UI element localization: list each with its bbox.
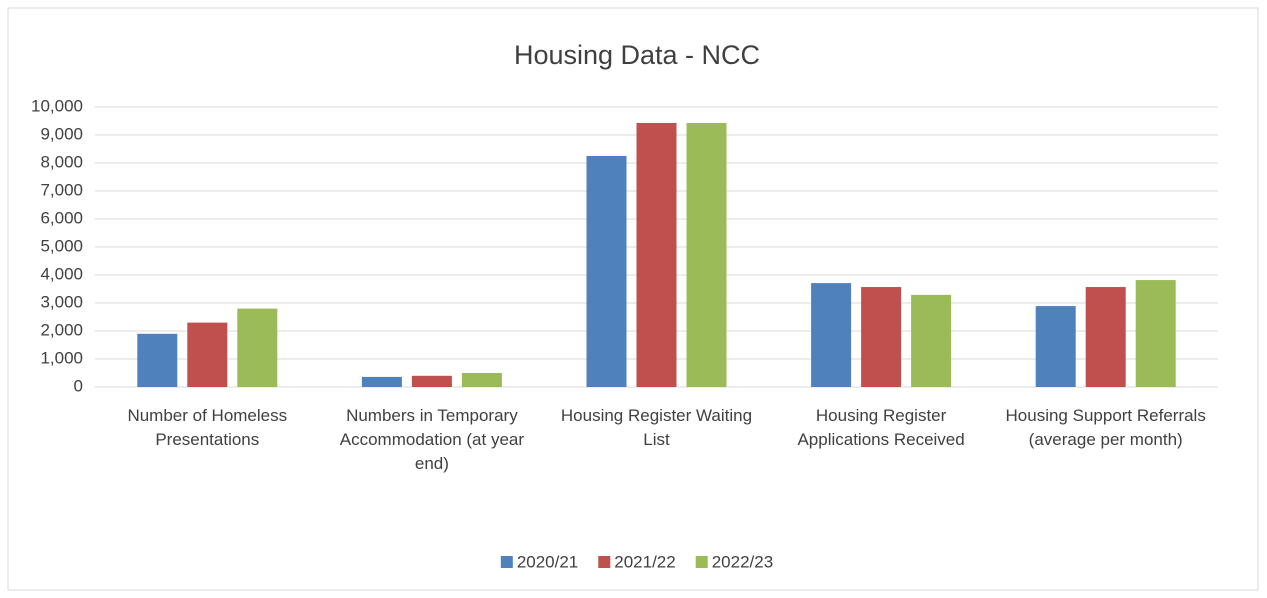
y-tick-label: 1,000 xyxy=(40,348,83,367)
chart-border xyxy=(7,7,1259,591)
bar xyxy=(686,122,727,388)
x-tick-label: Housing Register Applications Received xyxy=(797,406,965,449)
bar xyxy=(361,376,402,387)
bar xyxy=(636,122,677,388)
chart-title: Housing Data - NCC xyxy=(514,40,760,70)
y-tick-label: 3,000 xyxy=(40,292,83,311)
bar xyxy=(911,294,952,387)
y-tick-label: 9,000 xyxy=(40,124,83,143)
y-tick-label: 2,000 xyxy=(40,320,83,339)
legend-swatch xyxy=(500,556,513,568)
x-tick-label: Number of Homeless Presentations xyxy=(127,406,288,449)
x-tick-label: Housing Register Waiting List xyxy=(560,406,753,449)
legend-swatch xyxy=(695,556,708,568)
x-tick-label: Housing Support Referrals (average per m… xyxy=(1005,406,1206,449)
y-tick-label: 10,000 xyxy=(31,96,83,115)
y-tick-label: 7,000 xyxy=(40,180,83,199)
bar xyxy=(461,373,502,387)
bar xyxy=(137,333,178,387)
y-tick-label: 0 xyxy=(74,376,83,395)
y-tick-label: 5,000 xyxy=(40,236,83,255)
y-tick-label: 6,000 xyxy=(40,208,83,227)
legend-label: 2022/23 xyxy=(712,552,773,571)
bar xyxy=(1085,287,1126,387)
bar xyxy=(1135,280,1176,387)
y-tick-label: 8,000 xyxy=(40,152,83,171)
bar xyxy=(237,308,278,387)
legend-label: 2021/22 xyxy=(614,552,675,571)
bar xyxy=(586,156,627,387)
legend-swatch xyxy=(598,556,611,568)
y-tick-label: 4,000 xyxy=(40,264,83,283)
bar xyxy=(861,287,902,387)
bar xyxy=(1035,306,1076,387)
bar xyxy=(811,283,852,387)
bar xyxy=(411,375,452,387)
x-tick-label: Numbers in Temporary Accommodation (at y… xyxy=(339,406,525,473)
bar xyxy=(187,322,228,387)
legend-label: 2020/21 xyxy=(517,552,578,571)
